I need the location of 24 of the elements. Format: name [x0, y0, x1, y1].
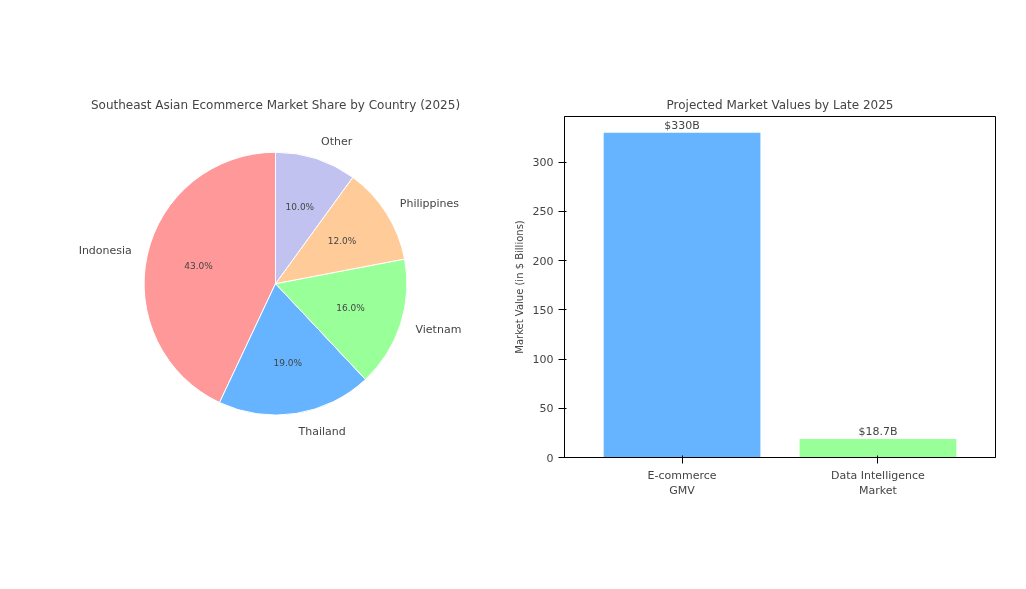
data-label: 12.0%: [327, 235, 357, 246]
x-tick-label: E-commerce GMV: [647, 468, 717, 498]
data-label: 16.0%: [336, 303, 366, 314]
y-axis-title: Market Value (in $ Billions): [513, 220, 525, 354]
y-tick-label: 50: [539, 402, 554, 416]
slice-label: Vietnam: [415, 323, 462, 337]
data-label: $18.7B: [858, 425, 898, 439]
data-label: 10.0%: [285, 202, 315, 213]
y-tick-label: 100: [532, 353, 554, 367]
slice-label: Indonesia: [78, 244, 132, 258]
y-tick-label: 0: [546, 451, 554, 465]
data-label: $330B: [664, 118, 700, 132]
data-label: 19.0%: [273, 357, 303, 368]
data-label: 43.0%: [184, 261, 214, 272]
chart-title: Projected Market Values by Late 2025: [666, 97, 894, 112]
y-tick-label: 300: [532, 156, 554, 170]
slice-label: Philippines: [399, 196, 460, 210]
y-tick-label: 200: [532, 254, 554, 268]
y-tick-label: 150: [532, 303, 554, 317]
chart-title: Southeast Asian Ecommerce Market Share by Country (2025): [90, 97, 461, 112]
y-tick-label: 250: [532, 205, 554, 219]
slice-label: Thailand: [297, 425, 346, 439]
x-tick-label: Data Intelligence Market: [831, 468, 926, 498]
slice-label: Other: [320, 134, 353, 148]
